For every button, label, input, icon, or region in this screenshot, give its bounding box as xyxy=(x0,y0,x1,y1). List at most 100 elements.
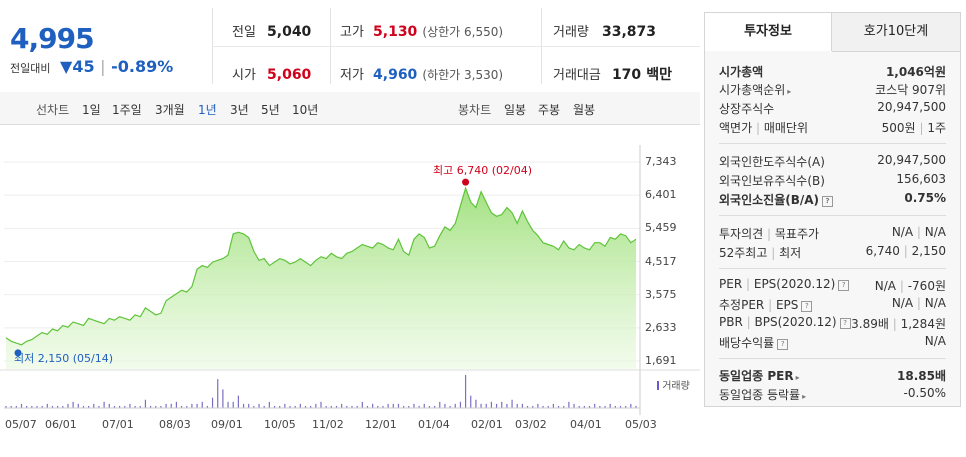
volume-bar xyxy=(630,403,632,408)
volume-bar xyxy=(542,405,544,408)
volume-bar xyxy=(341,403,343,408)
period-3y[interactable]: 3년 xyxy=(230,103,249,117)
period-5y[interactable]: 5년 xyxy=(261,103,280,117)
volume-bar xyxy=(552,403,554,408)
volume-bar xyxy=(346,405,348,408)
x-tick-label: 06/01 xyxy=(45,418,77,431)
candle-monthly[interactable]: 월봉 xyxy=(573,103,596,117)
volume-bar xyxy=(72,401,74,408)
volume-bar xyxy=(387,403,389,408)
row-divider xyxy=(212,46,700,47)
volume-bar xyxy=(434,405,436,408)
volume-bar xyxy=(583,405,585,408)
volume-bar xyxy=(113,405,116,408)
period-10y[interactable]: 10년 xyxy=(292,103,319,117)
market-cap-row: 시가총액 1,046억원 xyxy=(719,65,946,79)
x-tick-label: 07/01 xyxy=(102,418,134,431)
volume-bar xyxy=(516,403,518,408)
volume-bar xyxy=(108,403,110,408)
volume-bar xyxy=(227,401,229,408)
period-3m[interactable]: 3개월 xyxy=(155,103,185,117)
change-value: ▼45 | -0.89% xyxy=(60,57,174,76)
volume-bar xyxy=(423,403,425,408)
volume-bar xyxy=(320,401,322,408)
volume-bar xyxy=(335,405,338,408)
chart-toolbar: 선차트 1일 1주일 3개월 1년 3년 5년 10년 봉차트 일봉 주봉 월봉 xyxy=(0,92,700,125)
volume-bar xyxy=(88,405,90,408)
volume-bar xyxy=(273,405,276,408)
opinion-row: 투자의견 | 목표주가 N/A | N/A xyxy=(719,225,946,241)
volume-bar xyxy=(268,401,270,408)
volume-bar xyxy=(299,403,301,408)
volume-bar xyxy=(408,405,410,408)
volume-bar xyxy=(485,403,487,408)
sector-per-row: 동일업종 PER ▸ 18.85배 xyxy=(719,369,946,383)
volume-bar xyxy=(495,403,498,408)
help-icon[interactable]: ? xyxy=(822,196,834,207)
tab-invest-info[interactable]: 투자정보 xyxy=(705,13,832,51)
volume-bar xyxy=(232,401,234,408)
volume-bar xyxy=(459,401,462,408)
down-arrow-icon: ▼ xyxy=(60,57,73,76)
y-tick-label: 7,343 xyxy=(645,155,677,168)
tab-orderbook[interactable]: 호가10단계 xyxy=(832,13,960,52)
volume-bar xyxy=(77,403,79,408)
x-tick-label: 10/05 xyxy=(264,418,296,431)
volume-bar xyxy=(186,405,188,408)
volume-bar xyxy=(635,405,637,408)
volume-bar xyxy=(609,403,611,408)
volume-bar xyxy=(547,405,549,408)
low-annotation: 최저 2,150 (05/14) xyxy=(14,352,114,365)
chevron-right-icon: ▸ xyxy=(802,392,807,401)
w52-row: 52주최고 | 최저 6,740 | 2,150 xyxy=(719,244,946,260)
volume-bar xyxy=(294,405,296,408)
volume-bar xyxy=(201,401,203,408)
volume-bar xyxy=(258,403,260,408)
volume-bar xyxy=(98,405,100,408)
volume: 거래량 33,873 xyxy=(553,24,657,40)
volume-bar xyxy=(46,403,48,408)
volume-bar xyxy=(144,399,147,408)
volume-bar xyxy=(62,405,64,408)
price-area xyxy=(6,188,636,369)
help-icon[interactable]: ? xyxy=(801,301,813,312)
price-chart xyxy=(0,145,700,415)
volume-bar xyxy=(15,405,17,408)
volume-bar xyxy=(619,405,622,408)
volume-bar xyxy=(253,405,255,408)
candle-weekly[interactable]: 주봉 xyxy=(538,103,561,117)
help-icon[interactable]: ? xyxy=(838,280,850,291)
y-tick-label: 5,459 xyxy=(645,221,677,235)
help-icon[interactable]: ? xyxy=(839,318,851,329)
volume-bar xyxy=(351,405,353,408)
volume-bar xyxy=(93,403,95,408)
volume-bar xyxy=(403,405,405,408)
period-1y[interactable]: 1년 xyxy=(198,103,217,117)
volume-bar xyxy=(532,405,534,408)
candle-daily[interactable]: 일봉 xyxy=(504,103,527,117)
volume-bar xyxy=(490,401,493,408)
help-icon[interactable]: ? xyxy=(777,339,789,350)
volume-bar xyxy=(160,405,162,408)
volume-bar xyxy=(31,405,33,408)
volume-legend-swatch xyxy=(657,381,659,390)
x-tick-label: 02/01 xyxy=(471,418,503,431)
volume-bar xyxy=(464,375,467,408)
volume-bar xyxy=(521,403,523,408)
volume-bar xyxy=(10,405,12,408)
volume-bar xyxy=(480,403,482,408)
volume-bar xyxy=(5,405,7,408)
volume-bar xyxy=(573,403,575,408)
x-tick-label: 04/01 xyxy=(570,418,602,431)
period-1d[interactable]: 1일 xyxy=(82,103,101,117)
volume-bar xyxy=(237,395,239,408)
low-marker xyxy=(14,349,22,357)
period-1w[interactable]: 1주일 xyxy=(112,103,142,117)
volume-bar xyxy=(82,405,85,408)
x-tick-label: 01/04 xyxy=(418,418,450,431)
volume-bar xyxy=(377,405,379,408)
x-tick-label: 11/02 xyxy=(312,418,344,431)
volume-bar xyxy=(57,405,59,408)
volume-bar xyxy=(242,403,245,408)
separator xyxy=(719,358,946,359)
